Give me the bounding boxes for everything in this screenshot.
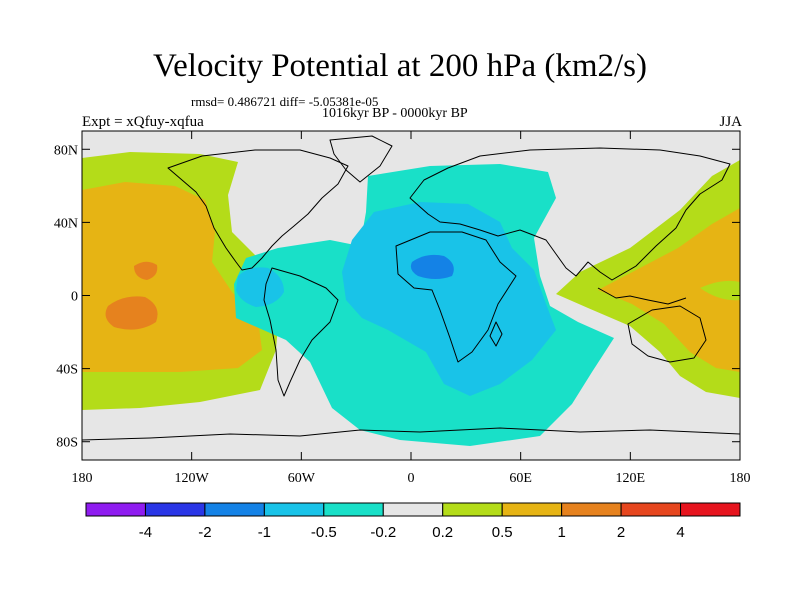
x-axis-labels: 180 120W 60W 0 60E 120E 180: [72, 471, 751, 486]
x-axis-ticks: [81, 131, 741, 460]
x-tick-label: 120W: [175, 471, 210, 486]
coastlines: [82, 135, 740, 441]
coast-australia: [627, 305, 707, 363]
colorbar-label: -0.2: [370, 524, 396, 541]
x-tick-label: 120E: [616, 471, 646, 486]
coast-africa: [395, 231, 517, 363]
colorbar-swatch: [144, 502, 206, 517]
colorbar-label: 1: [557, 524, 565, 541]
colorbar-swatch: [501, 502, 563, 517]
contour-neg-0.5: [342, 202, 556, 396]
coast-antarctica: [82, 427, 740, 441]
y-axis-ticks: [82, 148, 740, 443]
colorbar-swatch: [561, 502, 622, 517]
colorbar-swatch: [85, 502, 146, 517]
colorbar-swatch: [620, 502, 682, 517]
colorbar-label: -0.5: [311, 524, 337, 541]
colorbar-swatch: [323, 502, 384, 517]
colorbar: [85, 502, 741, 517]
colorbar-label: 0.5: [492, 524, 513, 541]
map-field: [82, 131, 740, 460]
coast-north-america: [167, 149, 349, 271]
colorbar-label: 0.2: [432, 524, 453, 541]
contour-pos-1-west-b: [134, 261, 158, 280]
y-axis-labels: 80N 40N 0 40S 80S: [54, 143, 78, 450]
colorbar-labels: -4 -2 -1 -0.5 -0.2 0.2 0.5 1 2 4: [139, 524, 685, 541]
x-tick-label: 60W: [288, 471, 316, 486]
y-tick-label: 80S: [56, 436, 78, 451]
colorbar-label: 4: [676, 524, 684, 541]
x-tick-label: 60E: [509, 471, 532, 486]
colorbar-swatch: [263, 502, 325, 517]
coast-greenland: [329, 135, 393, 183]
y-tick-label: 80N: [54, 143, 78, 158]
x-tick-label: 180: [72, 471, 93, 486]
colorbar-label: -2: [198, 524, 211, 541]
contour-neg-1: [410, 254, 454, 279]
colorbar-swatch: [204, 502, 265, 517]
coast-south-america: [263, 267, 339, 397]
y-tick-label: 40N: [54, 216, 78, 231]
stats-text: rmsd= 0.486721 diff= -5.05381e-05: [191, 94, 379, 109]
contour-neg-0.5-america: [236, 267, 284, 307]
x-tick-label: 180: [730, 471, 751, 486]
season-label: JJA: [719, 114, 742, 130]
coast-eurasia: [409, 147, 731, 281]
coast-maritime-continent: [597, 287, 687, 305]
plot-title: Velocity Potential at 200 hPa (km2/s): [152, 48, 648, 84]
y-tick-label: 0: [71, 290, 78, 305]
contour-pos-0.2-east-hole: [700, 280, 740, 301]
contour-pos-1-west-a: [105, 296, 158, 330]
period-text: 1016kyr BP - 0000kyr BP: [322, 106, 468, 121]
colorbar-label: 2: [617, 524, 625, 541]
contour-pos-0.5-east: [598, 208, 740, 372]
experiment-label: Expt = xQfuy-xqfua: [82, 114, 204, 130]
colorbar-label: -4: [139, 524, 152, 541]
colorbar-swatch: [442, 502, 503, 517]
y-tick-label: 40S: [56, 363, 78, 378]
colorbar-swatch: [382, 502, 444, 517]
coast-madagascar: [489, 321, 503, 347]
x-tick-label: 0: [408, 471, 415, 486]
colorbar-swatch: [680, 502, 741, 517]
colorbar-label: -1: [258, 524, 271, 541]
